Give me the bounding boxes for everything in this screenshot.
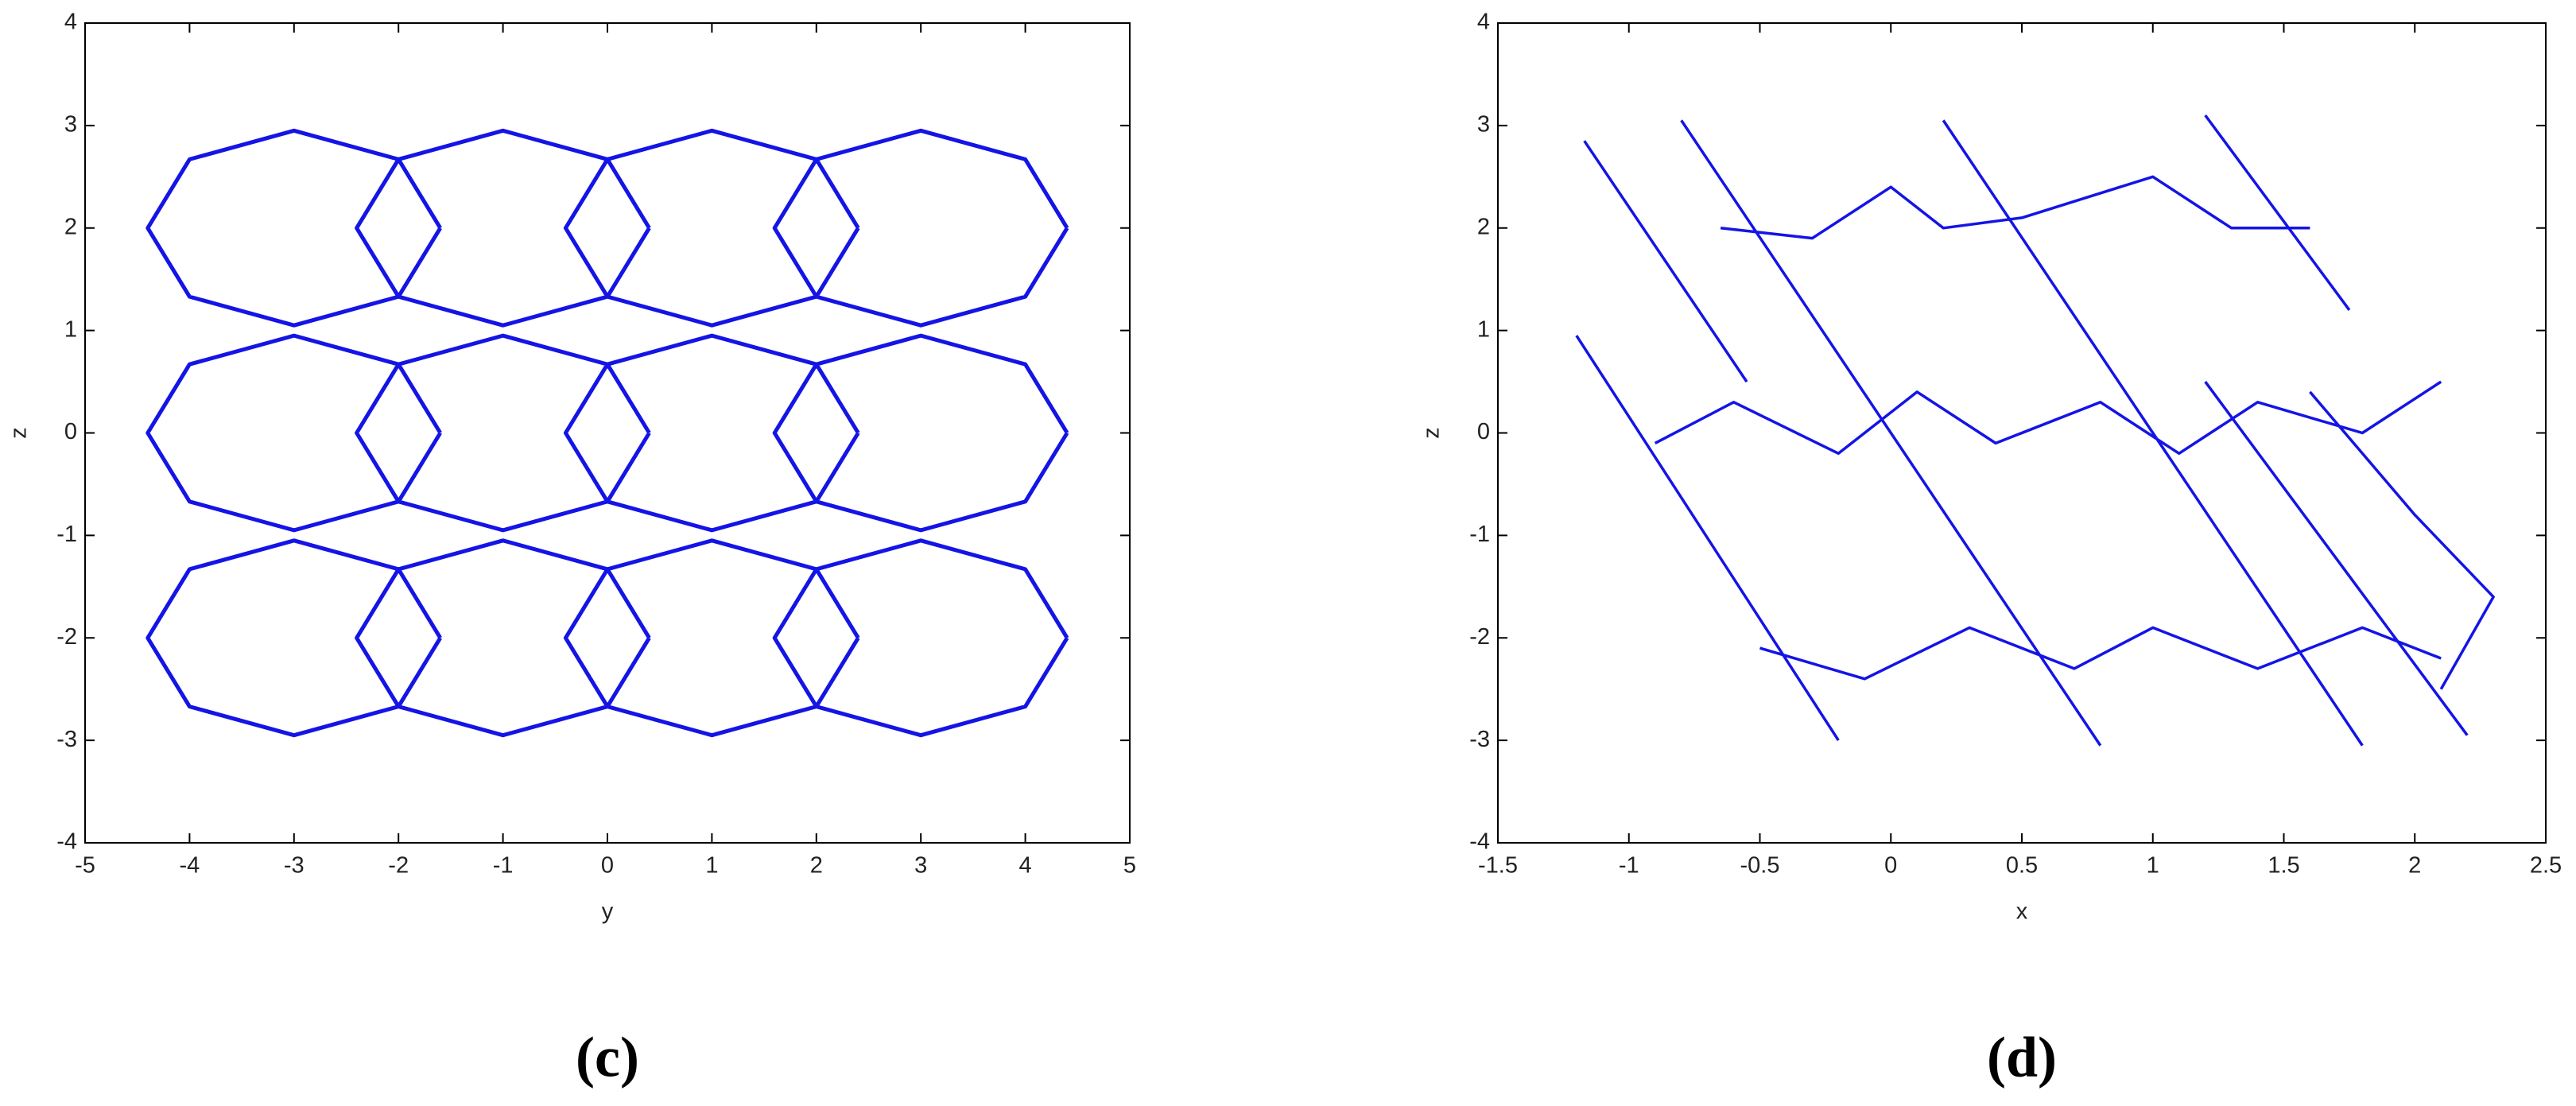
y-tick-label: -2 (1469, 624, 1490, 650)
x-tick-label: 0.5 (2006, 853, 2038, 879)
trajectory (1575, 114, 2495, 747)
y-axis-label: z (6, 427, 32, 439)
x-axis-label: x (2016, 899, 2028, 925)
x-axis-label: y (602, 899, 614, 925)
y-tick-label: 2 (64, 214, 77, 239)
x-tick-label: -0.5 (1740, 853, 1780, 879)
panel-caption: (d) (1987, 1026, 2057, 1089)
y-tick-label: -4 (1469, 829, 1490, 855)
x-tick-label: 0 (1884, 853, 1897, 879)
x-tick-label: 0 (601, 853, 614, 879)
x-tick-label: 2.5 (2530, 853, 2562, 879)
y-tick-label: 4 (64, 10, 77, 35)
x-tick-label: 1.5 (2268, 853, 2299, 879)
panel-caption: (c) (576, 1026, 639, 1089)
x-tick-label: 4 (1019, 853, 1032, 879)
y-tick-label: 1 (64, 316, 77, 342)
y-tick-label: -4 (56, 829, 77, 855)
x-tick-label: 2 (2408, 853, 2421, 879)
x-tick-label: -4 (180, 853, 200, 879)
x-tick-label: -5 (75, 853, 95, 879)
y-tick-label: -2 (56, 624, 77, 650)
y-tick-label: 2 (1477, 214, 1490, 239)
x-tick-label: 1 (2147, 853, 2159, 879)
x-tick-label: -1 (493, 853, 514, 879)
trajectory (145, 128, 1069, 738)
y-tick-label: 0 (1477, 419, 1490, 444)
x-tick-label: 5 (1123, 853, 1136, 879)
x-tick-label: 3 (914, 853, 927, 879)
x-tick-label: -1.5 (1478, 853, 1518, 879)
x-tick-label: -2 (388, 853, 409, 879)
x-tick-label: -1 (1619, 853, 1639, 879)
x-tick-label: 1 (705, 853, 718, 879)
y-tick-label: 0 (64, 419, 77, 444)
y-tick-label: -3 (56, 727, 77, 752)
y-tick-label: 3 (64, 112, 77, 138)
y-tick-label: 4 (1477, 10, 1490, 35)
y-tick-label: 3 (1477, 112, 1490, 138)
y-tick-label: 1 (1477, 316, 1490, 342)
y-tick-label: -3 (1469, 727, 1490, 752)
y-axis-label: z (1419, 427, 1445, 439)
y-tick-label: -1 (1469, 522, 1490, 547)
y-tick-label: -1 (56, 522, 77, 547)
x-tick-label: -3 (284, 853, 305, 879)
x-tick-label: 2 (810, 853, 823, 879)
